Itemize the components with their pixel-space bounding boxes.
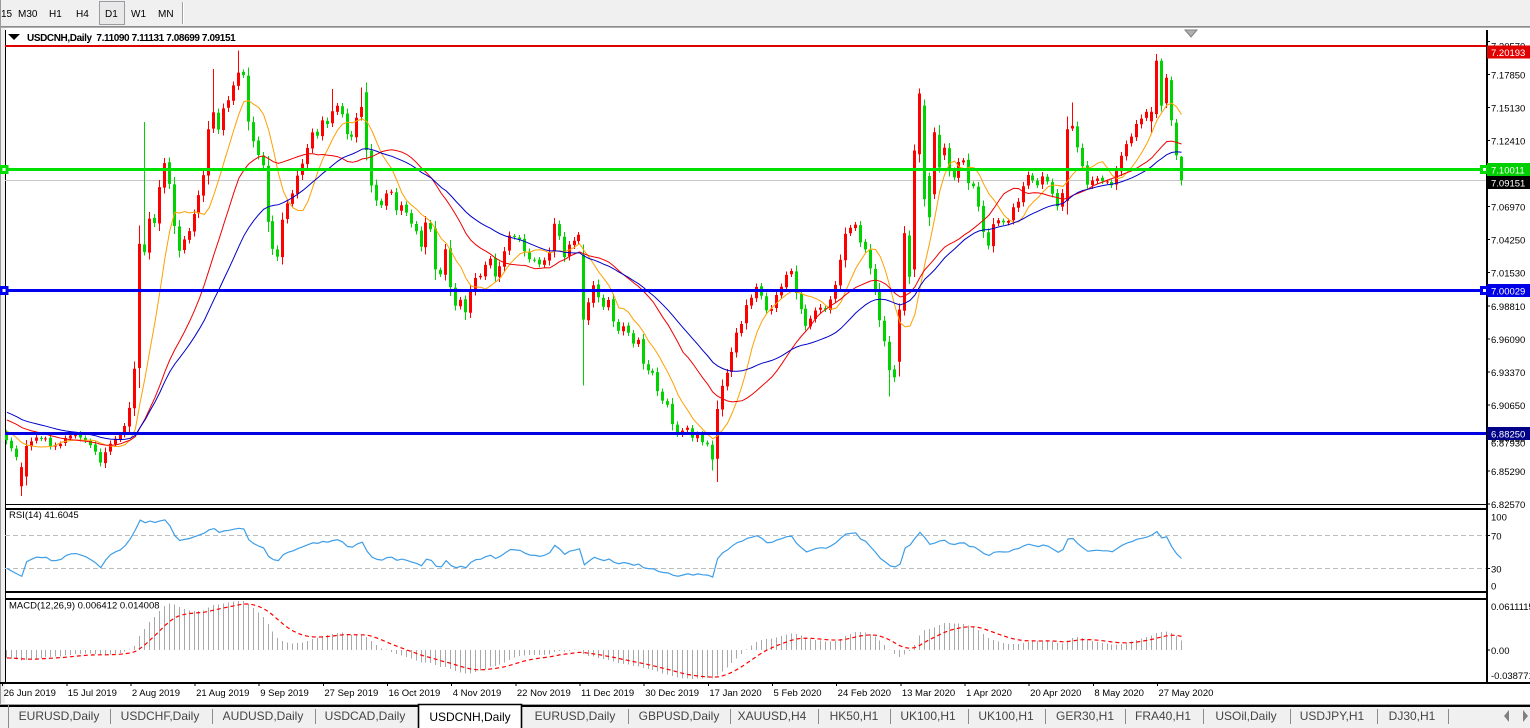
svg-text:0.0611115: 0.0611115 (1491, 602, 1530, 613)
svg-text:15: 15 (1, 9, 13, 20)
svg-text:27 Sep 2019: 27 Sep 2019 (324, 688, 378, 699)
svg-text:7.09151: 7.09151 (1491, 179, 1525, 190)
svg-text:USDCAD,Daily: USDCAD,Daily (325, 709, 406, 723)
svg-text:USDJPY,H1: USDJPY,H1 (1300, 709, 1365, 723)
svg-text:UK100,H1: UK100,H1 (978, 709, 1034, 723)
svg-text:AUDUSD,Daily: AUDUSD,Daily (223, 709, 304, 723)
svg-text:20 Apr 2020: 20 Apr 2020 (1030, 688, 1081, 699)
svg-text:USOil,Daily: USOil,Daily (1215, 709, 1276, 723)
svg-text:4 Nov 2019: 4 Nov 2019 (453, 688, 502, 699)
svg-text:XAUUSD,H4: XAUUSD,H4 (738, 709, 807, 723)
svg-text:100: 100 (1491, 513, 1507, 524)
svg-text:W1: W1 (131, 9, 146, 20)
svg-text:7.12410: 7.12410 (1491, 137, 1525, 148)
svg-text:6.93370: 6.93370 (1491, 368, 1525, 379)
svg-text:9 Sep 2019: 9 Sep 2019 (260, 688, 309, 699)
svg-text:7.15130: 7.15130 (1491, 104, 1525, 115)
svg-text:HK50,H1: HK50,H1 (830, 709, 879, 723)
svg-text:MN: MN (158, 9, 174, 20)
svg-text:13 Mar 2020: 13 Mar 2020 (902, 688, 955, 699)
svg-text:6.90650: 6.90650 (1491, 401, 1525, 412)
svg-text:0.00: 0.00 (1491, 646, 1510, 657)
svg-text:22 Nov 2019: 22 Nov 2019 (517, 688, 571, 699)
svg-text:6.87930: 6.87930 (1491, 439, 1525, 450)
svg-text:2 Aug 2019: 2 Aug 2019 (132, 688, 180, 699)
svg-text:24 Feb 2020: 24 Feb 2020 (838, 688, 891, 699)
svg-text:6.82570: 6.82570 (1491, 500, 1525, 511)
svg-text:0: 0 (1491, 582, 1496, 593)
svg-text:USDCNH,Daily 7.11090 7.11131: USDCNH,Daily 7.11090 7.11131 7.08699 7.0… (27, 33, 236, 44)
svg-text:8 May 2020: 8 May 2020 (1094, 688, 1144, 699)
svg-text:30: 30 (1491, 564, 1502, 575)
svg-text:7.06970: 7.06970 (1491, 203, 1525, 214)
svg-text:7.04250: 7.04250 (1491, 236, 1525, 247)
svg-text:UK100,H1: UK100,H1 (900, 709, 956, 723)
svg-text:5 Feb 2020: 5 Feb 2020 (774, 688, 822, 699)
svg-text:27 May 2020: 27 May 2020 (1158, 688, 1213, 699)
svg-text:H1: H1 (49, 9, 62, 20)
svg-text:21 Aug 2019: 21 Aug 2019 (196, 688, 249, 699)
svg-text:H4: H4 (76, 9, 89, 20)
svg-text:26 Jun 2019: 26 Jun 2019 (4, 688, 56, 699)
svg-text:D1: D1 (105, 9, 118, 20)
svg-text:30 Dec 2019: 30 Dec 2019 (645, 688, 699, 699)
svg-text:MACD(12,26,9) 0.006412 0.01400: MACD(12,26,9) 0.006412 0.014008 (9, 601, 160, 612)
svg-text:7.01530: 7.01530 (1491, 269, 1525, 280)
svg-text:15 Jul 2019: 15 Jul 2019 (68, 688, 117, 699)
svg-text:GER30,H1: GER30,H1 (1056, 709, 1114, 723)
svg-text:7.10011: 7.10011 (1491, 166, 1525, 177)
svg-text:FRA40,H1: FRA40,H1 (1135, 709, 1191, 723)
svg-text:6.96090: 6.96090 (1491, 335, 1525, 346)
svg-text:6.85290: 6.85290 (1491, 467, 1525, 478)
svg-text:-0.0387719: -0.0387719 (1491, 671, 1530, 682)
svg-text:USDCHF,Daily: USDCHF,Daily (121, 709, 200, 723)
svg-text:7.17850: 7.17850 (1491, 71, 1525, 82)
svg-text:6.88250: 6.88250 (1491, 430, 1525, 441)
svg-text:M30: M30 (18, 9, 38, 20)
svg-text:1 Apr 2020: 1 Apr 2020 (966, 688, 1012, 699)
svg-text:EURUSD,Daily: EURUSD,Daily (535, 709, 616, 723)
svg-text:70: 70 (1491, 532, 1502, 543)
svg-text:DJ30,H1: DJ30,H1 (1389, 709, 1436, 723)
svg-text:EURUSD,Daily: EURUSD,Daily (19, 709, 100, 723)
svg-text:RSI(14) 41.6045: RSI(14) 41.6045 (9, 510, 79, 521)
svg-text:17 Jan 2020: 17 Jan 2020 (709, 688, 761, 699)
svg-text:7.20193: 7.20193 (1491, 48, 1525, 59)
svg-text:7.00029: 7.00029 (1491, 287, 1525, 298)
svg-text:GBPUSD,Daily: GBPUSD,Daily (639, 709, 720, 723)
svg-text:16 Oct 2019: 16 Oct 2019 (389, 688, 441, 699)
svg-text:11 Dec 2019: 11 Dec 2019 (581, 688, 634, 699)
svg-text:6.98810: 6.98810 (1491, 302, 1525, 313)
svg-text:USDCNH,Daily: USDCNH,Daily (429, 710, 510, 724)
